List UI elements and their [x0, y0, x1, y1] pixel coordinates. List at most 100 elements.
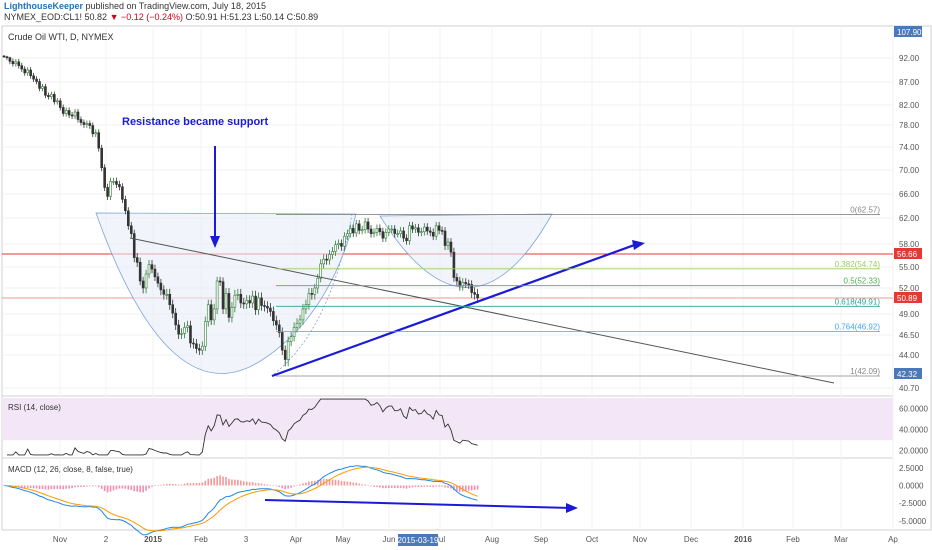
candle	[189, 325, 192, 344]
candle	[414, 227, 417, 230]
time-tick: Oct	[586, 535, 599, 544]
candle	[198, 348, 201, 351]
time-tick: Sep	[534, 535, 549, 544]
macd-histogram-bar	[201, 482, 204, 486]
macd-histogram-bar	[180, 484, 183, 486]
macd-histogram-bar	[444, 485, 446, 488]
candle	[230, 306, 234, 318]
macd-histogram-bar	[68, 485, 70, 489]
macd-histogram-bar	[130, 485, 133, 491]
macd-histogram-bar	[80, 485, 82, 488]
support-trendline	[271, 241, 641, 378]
macd-histogram-bar	[408, 485, 411, 488]
candle	[402, 230, 405, 239]
candle	[467, 283, 471, 286]
macd-histogram-bar	[382, 485, 384, 489]
macd-histogram-bar	[56, 485, 59, 489]
price-tick: 49.00	[899, 310, 920, 319]
macd-histogram-bar	[124, 485, 127, 489]
macd-histogram-bar	[251, 482, 254, 486]
macd-histogram-bar	[456, 485, 458, 492]
candle	[141, 280, 145, 289]
drawings	[129, 146, 835, 384]
macd-histogram-bar	[92, 485, 94, 487]
candle	[245, 300, 249, 305]
candle	[242, 302, 246, 305]
candle	[150, 264, 154, 270]
macd-histogram-bar	[470, 485, 473, 491]
macd-label: MACD (12, 26, close, 8, false, true)	[8, 465, 133, 474]
candle	[449, 241, 453, 253]
candle	[443, 230, 447, 246]
candle	[70, 114, 74, 117]
change-label: ▼ −0.12 (−0.24%)	[109, 12, 184, 22]
candle	[58, 100, 62, 108]
macd-histogram-bar	[83, 485, 85, 487]
candle	[206, 304, 210, 322]
macd-histogram-bar	[426, 485, 429, 487]
time-tick: 3	[244, 535, 249, 544]
macd-histogram-bar	[462, 485, 464, 492]
candle	[112, 181, 115, 183]
macd-histogram-bar	[222, 476, 224, 486]
candle	[431, 232, 435, 237]
macd-histogram-bar	[77, 485, 79, 488]
candle	[251, 295, 254, 304]
candle	[224, 293, 228, 310]
fib-label: 1(42.09)	[850, 367, 880, 376]
candle	[162, 289, 166, 295]
macd-histogram-bar	[308, 481, 310, 486]
candle	[301, 308, 305, 321]
candles	[2, 55, 479, 367]
time-axis: Nov 2 2015 Feb 3 Apr May Jun Jul Aug Sep Oct Nov Dec 2…	[53, 534, 898, 546]
macd-histogram-bar	[399, 485, 402, 488]
candle	[266, 306, 269, 309]
price-tick: 44.00	[899, 351, 920, 360]
candle	[396, 233, 399, 235]
macd-histogram-bar	[296, 485, 298, 486]
candle	[103, 167, 106, 188]
macd-histogram-bar	[154, 485, 156, 486]
macd-histogram-bar	[183, 483, 186, 486]
macd-histogram-bar	[237, 479, 239, 486]
rsi-label: RSI (14, close)	[8, 403, 61, 412]
macd-histogram-bar	[89, 485, 91, 487]
candle	[192, 342, 195, 345]
candle	[132, 233, 136, 258]
macd-histogram-bar	[74, 485, 76, 488]
candle	[260, 297, 263, 306]
author-link[interactable]: LighthouseKeeper	[4, 1, 84, 11]
candle	[29, 69, 32, 77]
rsi-tick: 60.0000	[899, 405, 928, 414]
macd-histogram-bar	[100, 485, 103, 489]
price-axis: 92.00 87.00 82.00 78.00 74.00 70.00 66.00 62.00…	[894, 26, 922, 393]
candle	[100, 147, 103, 168]
candle	[221, 281, 225, 310]
candle	[423, 226, 426, 232]
candle	[354, 223, 358, 234]
price-badge-label: 50.89	[897, 294, 918, 303]
macd-histogram-bar	[86, 485, 88, 487]
candle	[135, 257, 139, 263]
candle	[195, 343, 198, 349]
rsi-tick: 20.0000	[899, 447, 928, 456]
macd-histogram-bar	[284, 485, 286, 490]
macd-histogram-bar	[423, 485, 426, 487]
candle	[390, 228, 394, 231]
macd-histogram-bar	[370, 485, 372, 487]
candle	[156, 276, 160, 284]
price-tick: 87.00	[899, 78, 920, 87]
macd-histogram-bar	[35, 485, 38, 489]
macd-histogram-bar	[393, 485, 396, 489]
macd-histogram-bar	[109, 485, 112, 492]
time-tick: May	[335, 535, 350, 544]
macd-histogram-bar	[248, 482, 251, 486]
macd-histogram-bar	[287, 485, 289, 489]
macd-histogram-bar	[438, 485, 440, 487]
macd-line	[3, 465, 478, 536]
macd-histogram-bar	[29, 485, 32, 489]
time-tick: Feb	[786, 535, 800, 544]
candle	[295, 322, 299, 328]
candle	[153, 268, 157, 278]
